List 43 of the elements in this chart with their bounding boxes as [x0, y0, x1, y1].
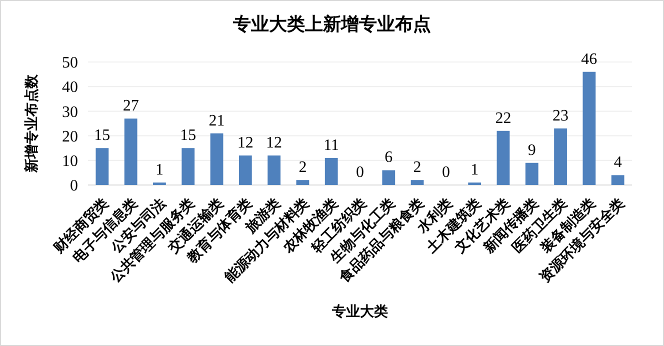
y-axis-title: 新增专业布点数 — [23, 74, 40, 174]
data-label: 9 — [528, 142, 536, 159]
data-label: 22 — [495, 110, 512, 127]
data-label: 1 — [155, 162, 164, 179]
data-label: 15 — [94, 127, 110, 144]
data-label: 23 — [552, 107, 569, 124]
bar — [382, 170, 396, 185]
bar — [554, 128, 567, 185]
data-label: 0 — [356, 164, 364, 181]
y-tick-label: 10 — [62, 153, 78, 170]
bar — [496, 130, 510, 185]
y-tick-label: 20 — [62, 128, 78, 146]
bar — [611, 175, 624, 185]
y-tick-label: 30 — [62, 104, 78, 121]
bar — [124, 118, 138, 185]
data-label: 1 — [470, 162, 479, 179]
chart-title: 专业大类上新增专业布点 — [232, 14, 431, 35]
bar — [238, 155, 252, 185]
bar — [296, 180, 310, 185]
data-label: 6 — [384, 149, 393, 166]
bar — [268, 155, 281, 185]
bar — [210, 133, 224, 185]
x-axis-title: 专业大类 — [331, 303, 388, 320]
y-tick-label: 0 — [70, 178, 78, 195]
y-tick-label: 50 — [62, 54, 78, 72]
y-tick-label: 40 — [62, 79, 78, 96]
data-label: 12 — [237, 134, 254, 152]
bar — [324, 158, 338, 185]
data-label: 27 — [122, 98, 139, 115]
data-label: 11 — [324, 136, 340, 154]
bar — [410, 180, 424, 185]
data-label: 2 — [298, 159, 307, 176]
data-label: 21 — [208, 112, 225, 130]
bar — [96, 148, 109, 185]
data-label: 4 — [614, 154, 622, 172]
data-label: 12 — [266, 134, 282, 152]
data-label: 2 — [413, 159, 422, 176]
bar — [582, 72, 596, 185]
data-label: 15 — [180, 127, 196, 144]
data-label: 46 — [581, 50, 598, 68]
data-label: 0 — [442, 164, 450, 181]
bar — [525, 162, 538, 185]
bar — [182, 148, 195, 185]
